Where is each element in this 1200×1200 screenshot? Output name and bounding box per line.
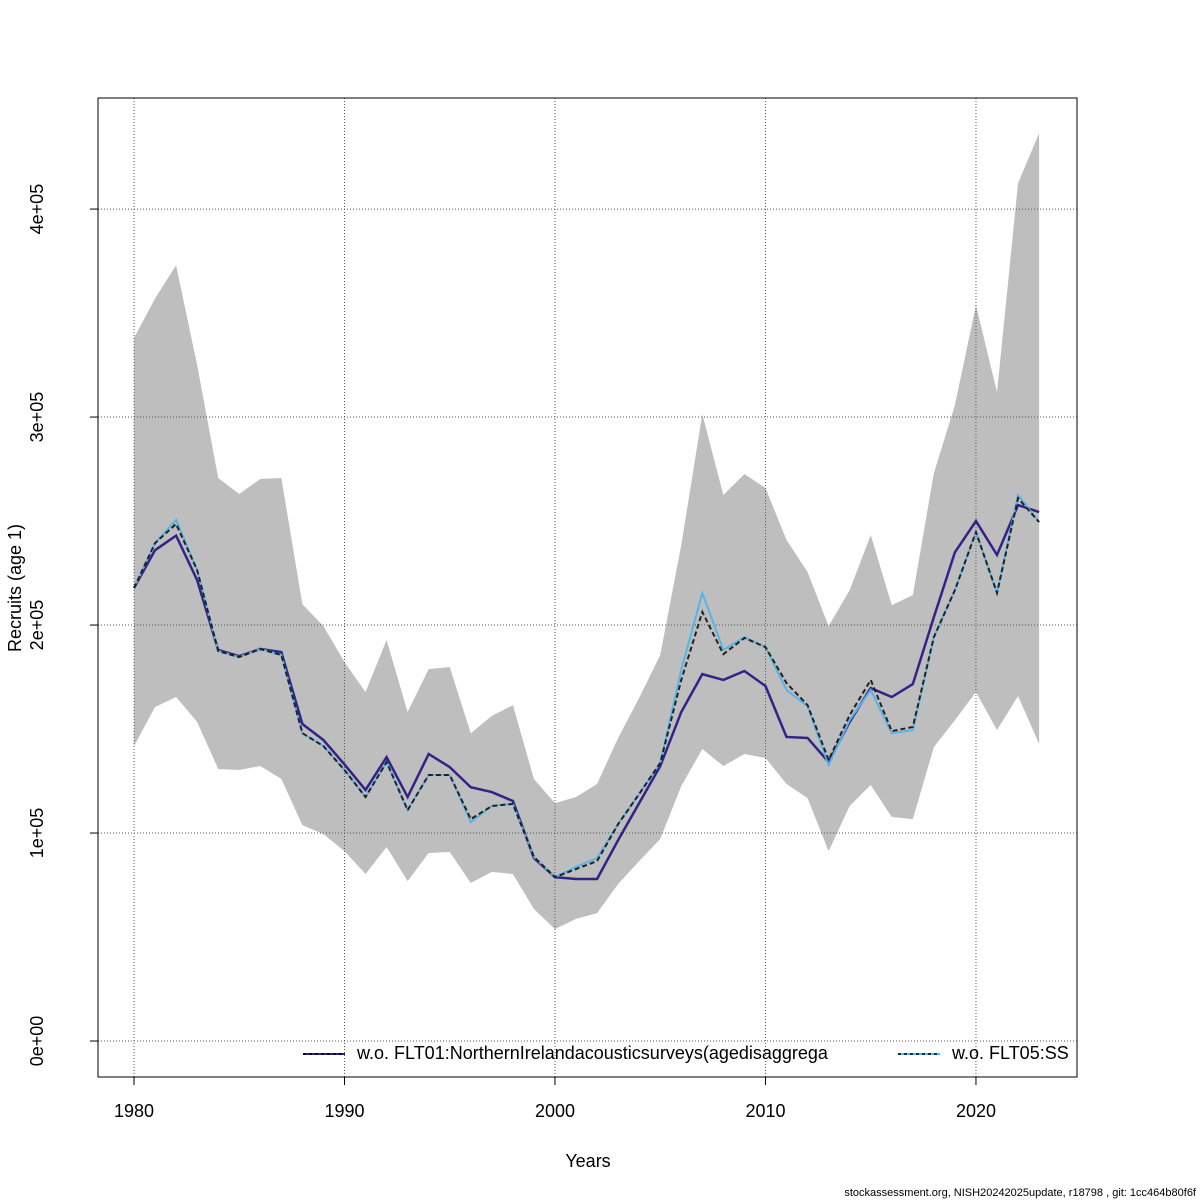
- plot-frame: [97, 97, 1078, 1078]
- y-tick-label: 2e+05: [27, 600, 47, 651]
- legend-label: w.o. FLT05:SS: [951, 1043, 1069, 1063]
- footer: stockassessment.org, NISH20242025update,…: [844, 1187, 1197, 1199]
- x-axis-label: Years: [565, 1151, 610, 1171]
- x-tick-label: 1980: [114, 1101, 154, 1121]
- y-tick-label: 4e+05: [27, 184, 47, 235]
- series-line: [132, 503, 1040, 881]
- x-tick-label: 2000: [535, 1101, 575, 1121]
- confidence-band: [133, 133, 1040, 930]
- y-tick-label: 3e+05: [27, 392, 47, 443]
- y-tick-label: 1e+05: [27, 808, 47, 859]
- x-tick-label: 2020: [956, 1101, 996, 1121]
- legend-label: w.o. FLT01:NorthernIrelandacousticsurvey…: [356, 1043, 829, 1063]
- y-tick-label: 0e+00: [27, 1016, 47, 1067]
- y-axis-label: Recruits (age 1): [5, 524, 25, 652]
- x-tick-label: 1990: [324, 1101, 364, 1121]
- x-tick-label: 2010: [745, 1101, 785, 1121]
- series-line: [133, 496, 1040, 879]
